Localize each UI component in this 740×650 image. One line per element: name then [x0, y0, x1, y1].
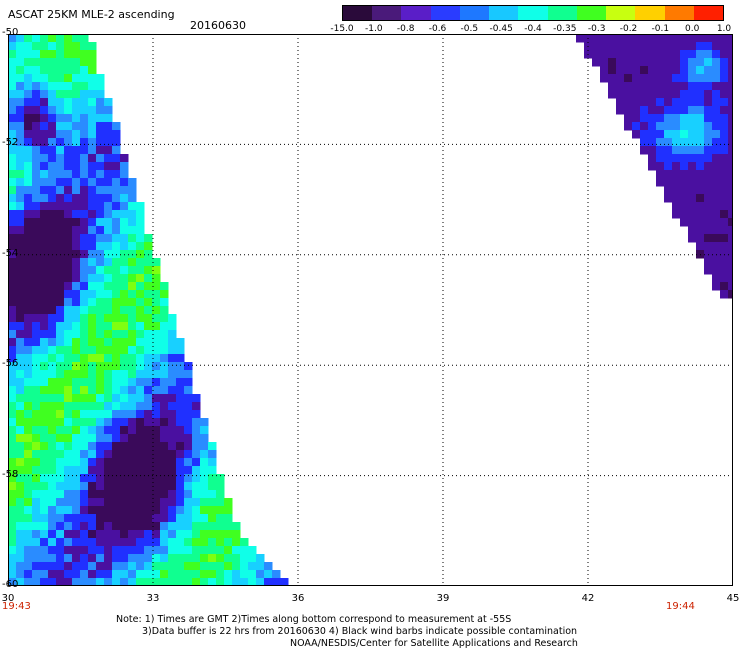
colorbar-segment: [576, 6, 607, 20]
colorbar-tick-label: 1.0: [716, 24, 732, 34]
colorbar-segment: [430, 6, 460, 20]
colorbar-segment: [606, 6, 636, 20]
colorbar-tick-labels: -15.0 -1.0 -0.8 -0.6 -0.5 -0.45 -0.4 -0.35 -0.3 -…: [330, 24, 740, 38]
colorbar-tick-label: -0.35: [553, 24, 577, 34]
colorbar-segment: [664, 6, 694, 20]
colorbar-segment: [693, 6, 724, 20]
colorbar: [342, 5, 724, 21]
latitude-tick-label: -54: [2, 247, 19, 259]
latitude-tick-label: -60: [2, 579, 19, 590]
latitude-tick-label: -56: [2, 358, 19, 370]
colorbar-tick-label: -0.8: [396, 24, 415, 34]
note-line-2: 3)Data buffer is 22 hrs from 20160630 4)…: [142, 626, 578, 637]
start-time-label: 19:43: [2, 601, 31, 612]
longitude-tick-label: 30: [1, 593, 15, 604]
end-time-label: 19:44: [666, 601, 695, 612]
date-label: 20160630: [190, 19, 246, 32]
note-line-1: Note: 1) Times are GMT 2)Times along bot…: [116, 614, 512, 625]
longitude-tick-label: 39: [436, 593, 450, 604]
title-line: ASCAT 25KM MLE-2 ascending: [8, 8, 175, 21]
longitude-tick-label: 33: [146, 593, 160, 604]
latitude-tick-label: -50: [2, 27, 19, 38]
colorbar-tick-label: -0.45: [489, 24, 513, 34]
colorbar-tick-label: 0.0: [684, 24, 700, 34]
latitude-tick-label: -58: [2, 468, 19, 480]
colorbar-segment: [343, 6, 373, 20]
colorbar-segment: [489, 6, 519, 20]
colorbar-segment: [372, 6, 402, 20]
colorbar-tick-label: -0.2: [619, 24, 638, 34]
colorbar-segment: [518, 6, 548, 20]
colorbar-tick-label: -15.0: [330, 24, 354, 34]
longitude-tick-label: 42: [581, 593, 595, 604]
colorbar-tick-label: -0.6: [428, 24, 447, 34]
note-line-3: NOAA/NESDIS/Center for Satellite Applica…: [290, 638, 578, 649]
longitude-tick-label: 36: [291, 593, 305, 604]
colorbar-tick-label: -0.5: [460, 24, 479, 34]
colorbar-tick-label: -0.1: [651, 24, 670, 34]
colorbar-segment: [635, 6, 665, 20]
colorbar-segment: [401, 6, 431, 20]
longitude-tick-label: 45: [726, 593, 740, 604]
colorbar-tick-label: -0.4: [524, 24, 542, 34]
swath-map: [8, 34, 733, 586]
colorbar-segment: [459, 6, 490, 20]
latitude-tick-label: -52: [2, 137, 19, 149]
colorbar-segment: [547, 6, 577, 20]
colorbar-tick-label: -1.0: [365, 24, 383, 34]
colorbar-tick-label: -0.3: [587, 24, 606, 34]
product-title: ASCAT 25KM MLE-2 ascending: [8, 8, 175, 21]
